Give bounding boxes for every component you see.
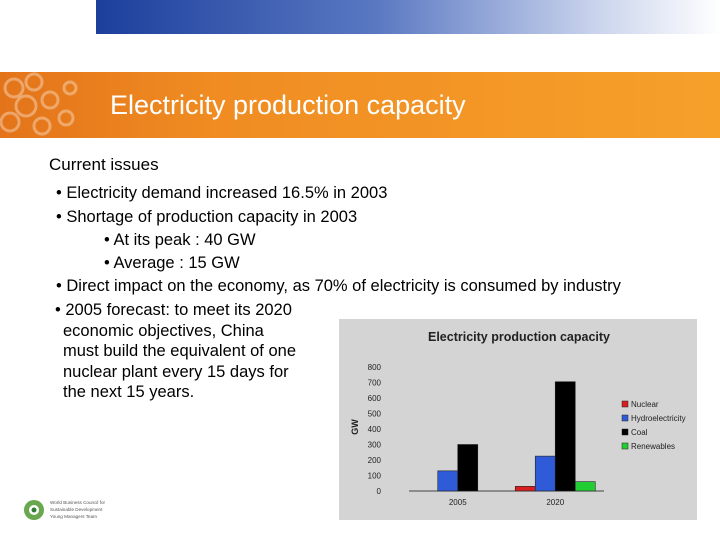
forecast-line: must build the equivalent of one [63, 342, 296, 360]
bullet-demand: • Electricity demand increased 16.5% in … [56, 184, 388, 202]
legend-swatch [621, 400, 629, 408]
wbcsd-logo: World Business Council for Sustainable D… [22, 495, 122, 525]
forecast-line: economic objectives, China [63, 321, 264, 340]
y-tick-label: 500 [368, 410, 382, 419]
forecast-paragraph: • 2005 forecast: to meet its 2020 econom… [55, 300, 296, 403]
bar-renewables-2020 [574, 481, 596, 492]
logo-text-line: World Business Council for [50, 500, 106, 505]
bullet-shortage: • Shortage of production capacity in 200… [56, 208, 358, 226]
bar-nuclear-2020 [514, 486, 536, 492]
legend-entry: Renewables [631, 442, 675, 451]
bullet-peak: • At its peak : 40 GW [104, 231, 256, 249]
bar-coal-2005 [457, 444, 479, 492]
title-bar: Electricity production capacity [0, 72, 720, 138]
slide-title: Electricity production capacity [110, 90, 466, 120]
legend-swatch [621, 428, 629, 436]
bar-hydroelectricity-2020 [534, 455, 556, 492]
logo-text-line: Sustainable Development [50, 507, 103, 512]
legend-entry: Coal [631, 428, 648, 437]
header-gradient-band [96, 0, 720, 34]
y-tick-label: 400 [368, 425, 382, 434]
y-tick-label: 100 [368, 472, 382, 481]
bullet-average: • Average : 15 GW [104, 254, 240, 272]
y-tick-label: 800 [368, 363, 382, 372]
section-heading: Current issues [49, 155, 159, 174]
forecast-line: the next 15 years. [63, 383, 195, 401]
wbcsd-logo-icon: World Business Council for Sustainable D… [24, 500, 106, 520]
forecast-line: • 2005 forecast: to meet its 2020 [55, 301, 292, 319]
capacity-bar-chart: Electricity production capacity GW 0 100 2… [339, 319, 697, 520]
forecast-line: nuclear plant every 15 days for [63, 362, 289, 381]
chart-legend: Nuclear Hydroelectricity Coal Renewables [621, 400, 686, 451]
chart-ylabel: GW [350, 419, 360, 435]
legend-entry: Nuclear [631, 400, 659, 409]
bullet-direct-impact: • Direct impact on the economy, as 70% o… [56, 277, 621, 295]
y-tick-label: 200 [368, 456, 382, 465]
y-tick-label: 600 [368, 394, 382, 403]
y-tick-label: 700 [368, 379, 382, 388]
bar-hydroelectricity-2005 [437, 470, 459, 492]
legend-entry: Hydroelectricity [631, 414, 686, 423]
chart-bars-group: 2005 2020 [437, 381, 596, 507]
chart-title: Electricity production capacity [428, 330, 610, 344]
y-tick-label: 0 [377, 487, 382, 496]
legend-swatch [621, 442, 629, 450]
logo-text-line: Young Managers Team [50, 514, 97, 519]
bar-coal-2020 [554, 381, 576, 492]
molecule-decoration-icon [0, 72, 78, 136]
chart-canvas: Electricity production capacity GW 0 100 2… [350, 330, 686, 507]
y-tick-label: 300 [368, 441, 382, 450]
legend-swatch [621, 414, 629, 422]
x-tick-label: 2020 [546, 498, 564, 507]
x-tick-label: 2005 [449, 498, 467, 507]
